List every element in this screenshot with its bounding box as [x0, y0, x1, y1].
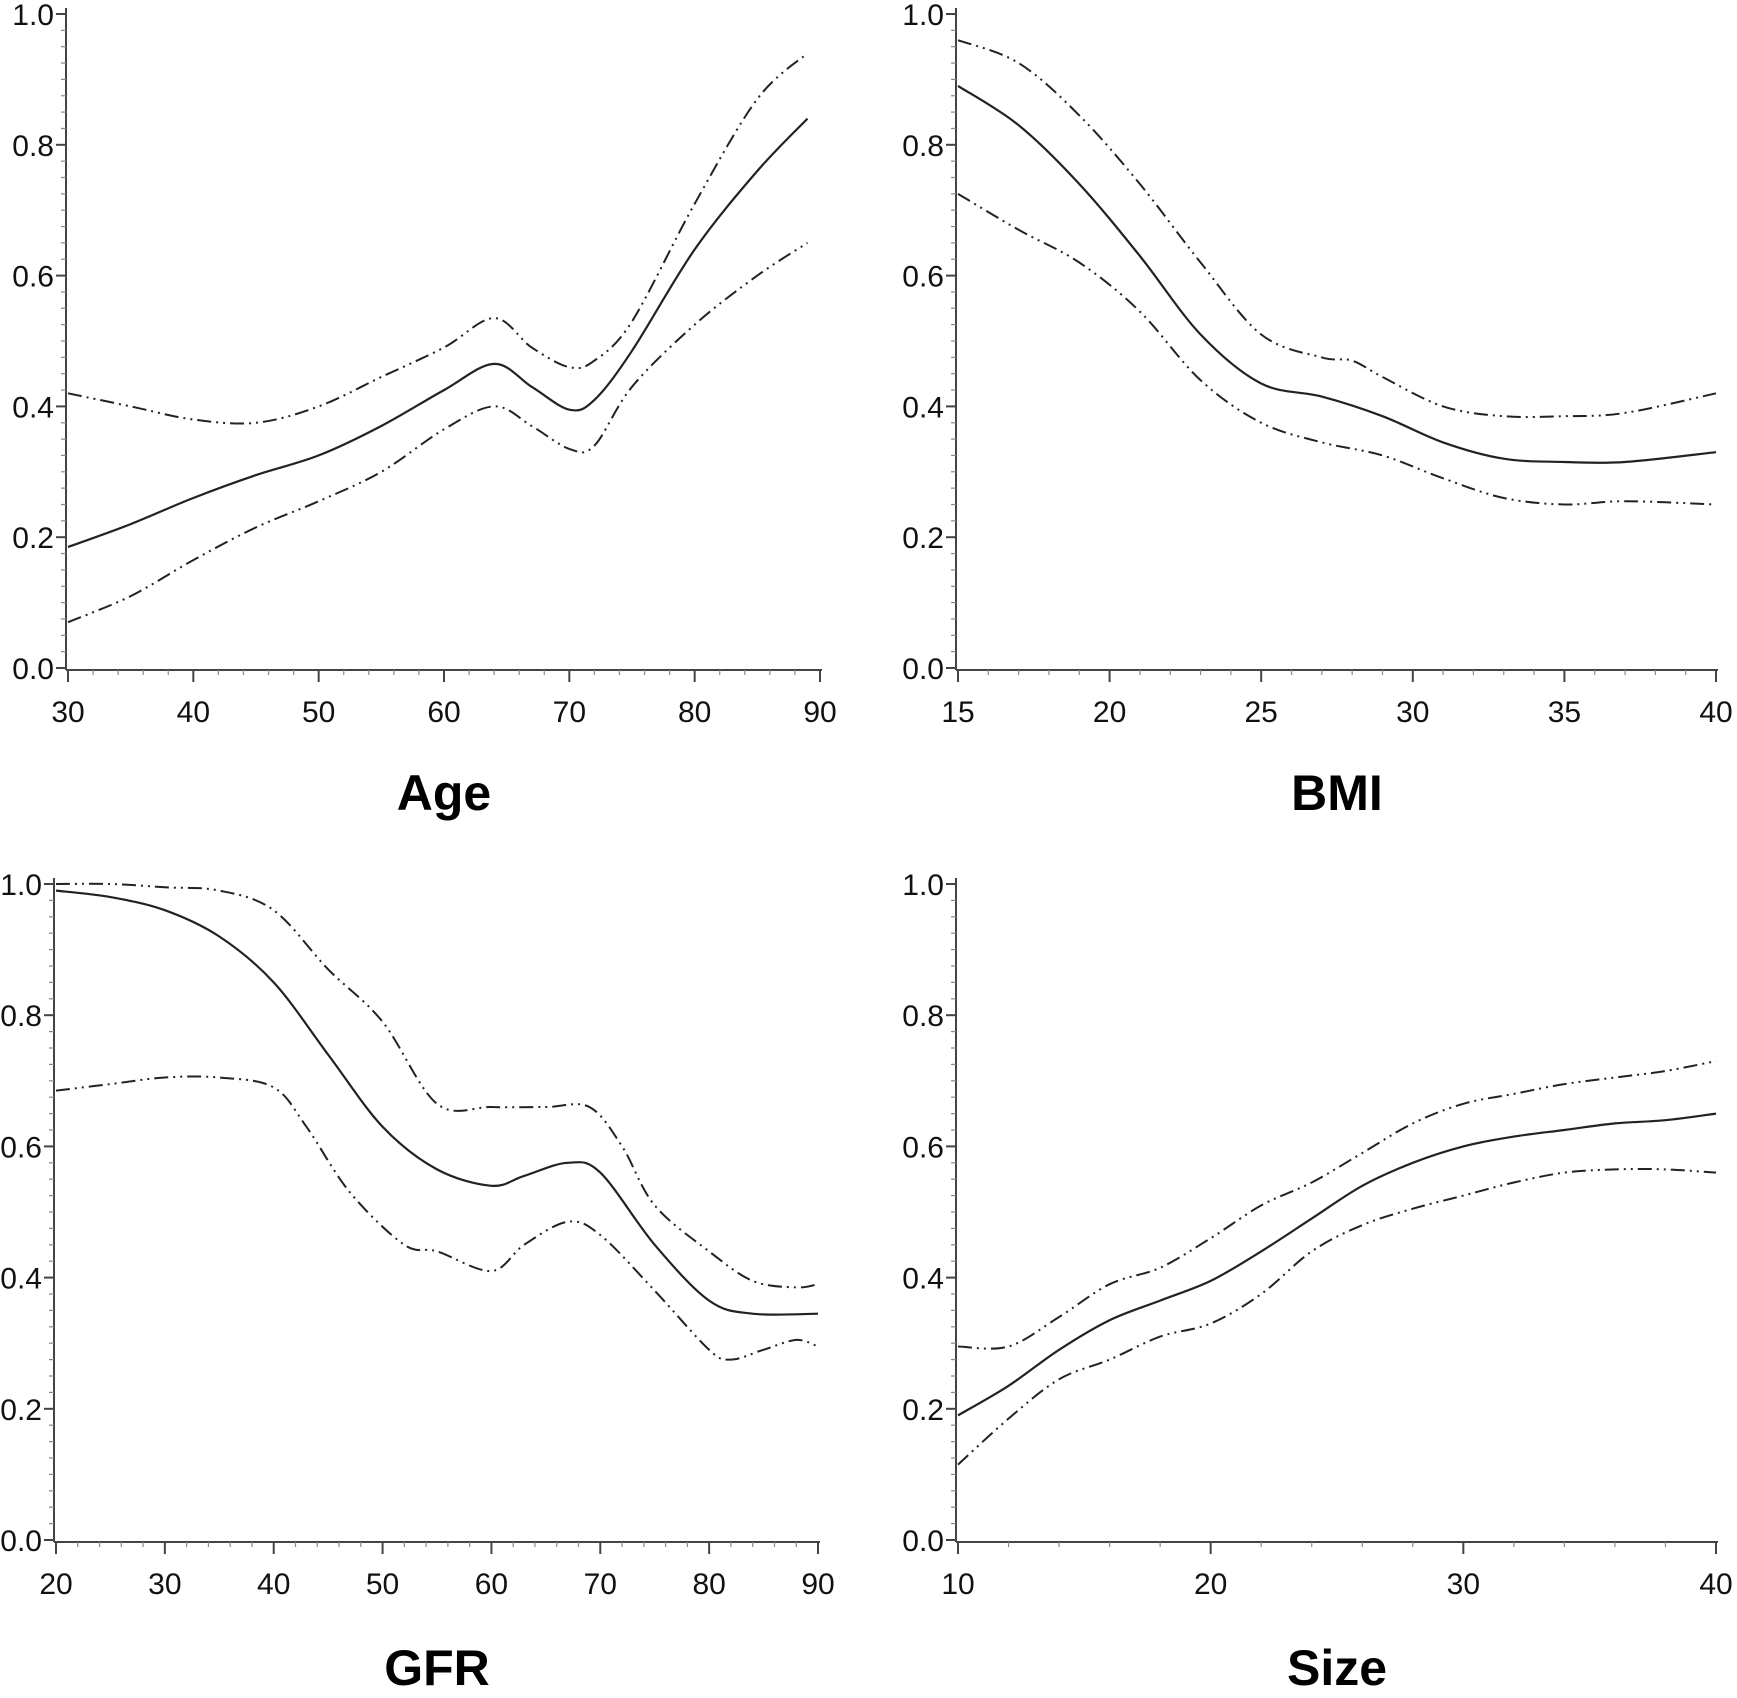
- size-x-tick-label: 40: [1699, 1568, 1732, 1601]
- age-x-tick-label: 40: [177, 696, 210, 729]
- size-y-tick-label: 0.8: [902, 1000, 944, 1033]
- bmi-x-tick-label: 35: [1548, 696, 1581, 729]
- age-y-tick-label: 0.2: [12, 522, 54, 555]
- size-x-tick-label: 20: [1194, 1568, 1227, 1601]
- bmi-x-tick-label: 25: [1245, 696, 1278, 729]
- size-curve-lower: [957, 1167, 1717, 1466]
- bmi-x-tick-label: 20: [1093, 696, 1126, 729]
- size-y-tick-label: 0.0: [902, 1525, 944, 1558]
- gfr-x-tick-label: 70: [584, 1568, 617, 1601]
- bmi-x-tick-label: 15: [941, 696, 974, 729]
- size-axis-title: Size: [1287, 1640, 1387, 1696]
- bmi-y-tick-label: 0.0: [902, 653, 944, 686]
- gfr-y-tick-label: 0.0: [0, 1525, 42, 1558]
- size-x-tick-label: 30: [1447, 1568, 1480, 1601]
- gfr-x-tick-label: 60: [475, 1568, 508, 1601]
- age-curve-upper: [67, 52, 809, 425]
- gfr-x-tick-label: 30: [148, 1568, 181, 1601]
- age-y-tick-label: 0.0: [12, 653, 54, 686]
- size-curve-upper: [957, 1060, 1717, 1350]
- gfr-x-tick-label: 40: [257, 1568, 290, 1601]
- age-x-tick-label: 80: [678, 696, 711, 729]
- bmi-y-tick-label: 0.8: [902, 130, 944, 163]
- age-y-tick-label: 0.8: [12, 130, 54, 163]
- age-axis-title: Age: [397, 765, 491, 821]
- age-curve-estimate: [67, 117, 809, 549]
- gfr-x-tick-label: 20: [39, 1568, 72, 1601]
- bmi-curve-upper: [957, 39, 1717, 419]
- gfr-y-tick-label: 0.8: [0, 1000, 42, 1033]
- bmi-x-tick-label: 30: [1396, 696, 1429, 729]
- gfr-y-tick-label: 0.6: [0, 1131, 42, 1164]
- age-curve-lower: [67, 242, 809, 624]
- panel-size: 0.0 0.2 0.4 0.6 0.8 1.0 10 20 30 40 Size: [902, 869, 1732, 1696]
- panel-gfr: 0.0 0.2 0.4 0.6 0.8 1.0 20 30 40 50 60 70 80 90 GFR: [0, 869, 834, 1696]
- age-y-tick-label: 0.6: [12, 261, 54, 294]
- age-x-tick-label: 50: [302, 696, 335, 729]
- gfr-y-tick-label: 1.0: [0, 869, 42, 902]
- gfr-curve-estimate: [55, 889, 819, 1316]
- gfr-x-tick-label: 90: [801, 1568, 834, 1601]
- gfr-curve-lower: [55, 1075, 819, 1361]
- age-y-tick-label: 0.4: [12, 391, 54, 424]
- gfr-y-tick-label: 0.4: [0, 1263, 42, 1296]
- age-x-tick-label: 90: [803, 696, 836, 729]
- bmi-axis-title: BMI: [1291, 765, 1383, 821]
- bmi-y-tick-label: 0.4: [902, 391, 944, 424]
- size-y-tick-label: 0.2: [902, 1394, 944, 1427]
- size-curve-estimate: [957, 1112, 1717, 1417]
- bmi-y-tick-label: 0.6: [902, 261, 944, 294]
- panel-bmi: 0.0 0.2 0.4 0.6 0.8 1.0 15 20 25 30 35 40 BMI: [902, 0, 1732, 821]
- bmi-y-tick-label: 0.2: [902, 522, 944, 555]
- bmi-x-tick-label: 40: [1699, 696, 1732, 729]
- size-y-tick-label: 1.0: [902, 869, 944, 902]
- age-x-tick-label: 70: [553, 696, 586, 729]
- size-x-tick-label: 10: [941, 1568, 974, 1601]
- bmi-curve-estimate: [957, 84, 1717, 464]
- panel-age: 0.0 0.2 0.4 0.6 0.8 1.0 30 40 50 60 70 80 90 Age: [12, 0, 836, 821]
- age-x-tick-label: 60: [427, 696, 460, 729]
- age-x-tick-label: 30: [51, 696, 84, 729]
- size-y-tick-label: 0.4: [902, 1263, 944, 1296]
- bmi-y-tick-label: 1.0: [902, 0, 944, 32]
- gfr-x-tick-label: 80: [692, 1568, 725, 1601]
- gfr-y-tick-label: 0.2: [0, 1394, 42, 1427]
- gfr-curve-upper: [55, 882, 819, 1289]
- size-y-tick-label: 0.6: [902, 1131, 944, 1164]
- age-y-tick-label: 1.0: [12, 0, 54, 32]
- bmi-curve-lower: [957, 193, 1717, 506]
- gfr-x-tick-label: 50: [366, 1568, 399, 1601]
- gfr-axis-title: GFR: [384, 1640, 490, 1696]
